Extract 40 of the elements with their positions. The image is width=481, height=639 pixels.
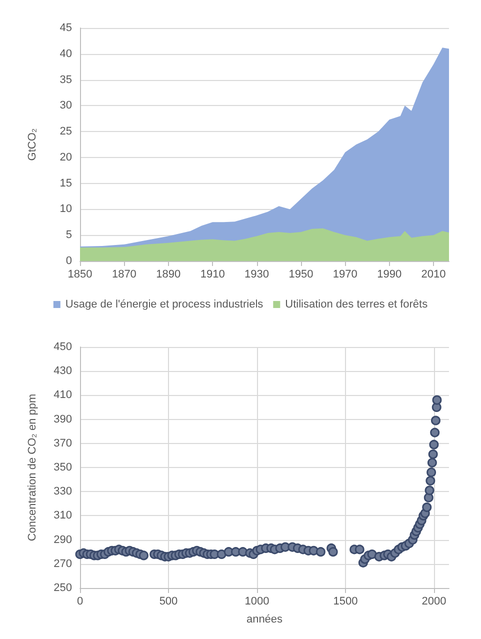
y-tick-label: 290	[54, 534, 72, 546]
y-axis-title: Concentration de CO₂ en ppm	[26, 394, 38, 542]
y-axis-title: GtCO₂	[26, 128, 38, 161]
x-tick-label: 0	[76, 596, 84, 608]
x-tick-label: 1990	[377, 268, 402, 280]
y-tick-label: 270	[54, 558, 72, 570]
y-tick-label: 20	[60, 151, 72, 164]
x-tick-label: 1000	[244, 596, 270, 608]
y-tick-label: 0	[66, 255, 72, 267]
y-tick-label: 40	[60, 48, 72, 60]
y-tick-label: 410	[54, 389, 72, 402]
x-tick-label: 2010	[421, 268, 446, 280]
y-tick-label: 350	[54, 462, 72, 474]
y-tick-label: 5	[66, 229, 72, 242]
y-tick-label: 310	[54, 510, 72, 522]
y-tick-label: 35	[60, 74, 72, 86]
x-axis-title: années	[246, 614, 284, 626]
x-tick-label: 1850	[68, 268, 92, 280]
x-tick-label: 1950	[288, 268, 314, 280]
y-tick-label: 390	[54, 413, 72, 426]
y-tick-label: 45	[60, 22, 72, 34]
y-tick-label: 10	[60, 203, 72, 216]
x-tick-label: 1930	[244, 268, 270, 280]
x-tick-label: 1500	[333, 596, 358, 608]
y-tick-label: 30	[60, 100, 72, 112]
x-tick-label: 500	[159, 596, 178, 608]
y-tick-label: 250	[54, 582, 72, 594]
y-tick-label: 15	[60, 177, 72, 190]
x-tick-label: 1910	[200, 268, 225, 280]
y-tick-label: 330	[54, 486, 72, 498]
legend-label: Utilisation des terres et forêts	[285, 298, 428, 310]
y-tick-label: 450	[54, 341, 72, 353]
y-tick-label: 370	[54, 437, 72, 450]
x-tick-label: 2000	[422, 596, 446, 608]
y-tick-label: 25	[60, 126, 72, 138]
x-tick-label: 1890	[156, 268, 181, 280]
y-tick-label: 430	[54, 365, 72, 378]
x-tick-label: 1970	[332, 268, 358, 280]
x-tick-label: 1870	[112, 268, 136, 280]
legend-label: Usage de l'énergie et process industriels	[65, 298, 264, 310]
